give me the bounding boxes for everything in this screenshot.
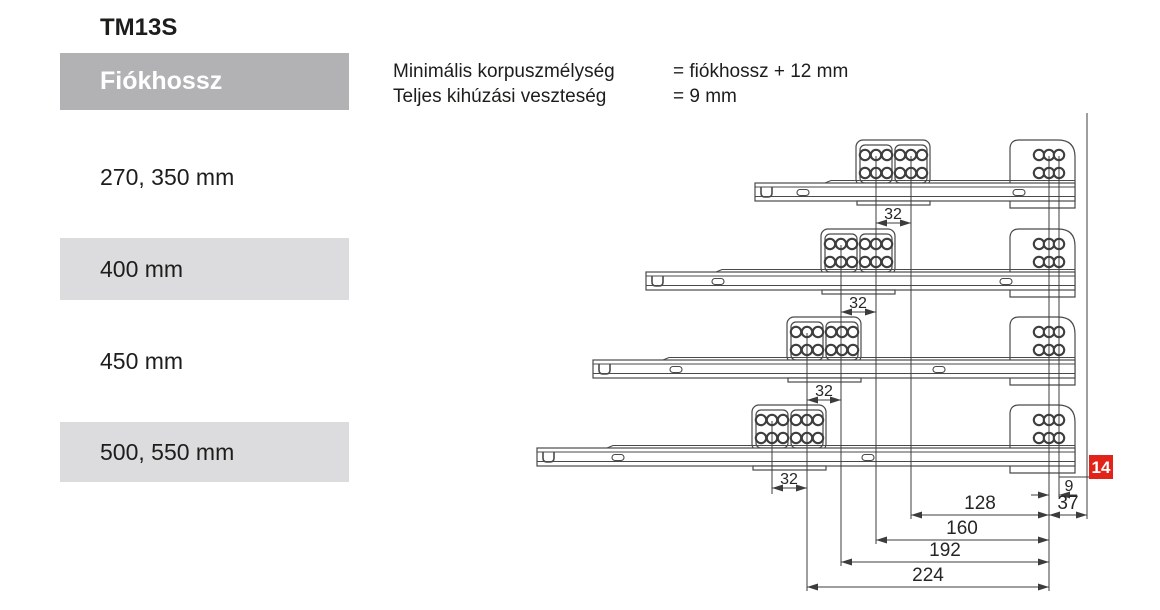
dim-32-row2: 32 (849, 295, 867, 312)
extension-loss-dimension: 9 (1031, 478, 1077, 499)
drawer-slide-270-350 (754, 138, 1077, 210)
spec-list: Minimális korpuszmélység = fiókhossz + 1… (393, 59, 848, 109)
length-option-450: 450 mm (100, 347, 184, 374)
length-option-400: 400 mm (60, 238, 349, 300)
dim-32-row1: 32 (884, 206, 902, 223)
length-option-500-550: 500, 550 mm (60, 422, 349, 482)
callout-box (1089, 455, 1113, 479)
spec-value: = fiókhossz + 12 mm (673, 61, 849, 82)
dim-192-label: 192 (929, 540, 961, 561)
dim-32-row3: 32 (815, 383, 833, 400)
position-callout-badge: 14 (1059, 455, 1113, 479)
dim-160-label: 160 (946, 518, 978, 539)
drawer-rail (754, 179, 1076, 202)
dim-128-label: 128 (964, 493, 996, 514)
dim-224-label: 224 (912, 565, 944, 586)
first-hole-distance-dimensions: 128 37 160 192 224 (807, 493, 1087, 591)
front-bracket (750, 403, 828, 453)
spec-label: Minimális korpuszmélység (393, 61, 615, 82)
drawer-rail (645, 268, 1076, 291)
spec-row-extension-loss: Teljes kihúzási veszteség = 9 mm (393, 84, 848, 109)
bracket-foot (752, 465, 827, 471)
callout-number: 14 (1092, 458, 1111, 477)
length-option-270-350: 270, 350 mm (100, 163, 235, 190)
front-bracket (819, 227, 897, 277)
drawer-length-header: Fiókhossz (60, 53, 349, 110)
dim-37-label: 37 (1057, 493, 1078, 514)
dim-32-row4: 32 (780, 471, 798, 488)
drawer-slide-450 (592, 315, 1077, 387)
spec-value: = 9 mm (673, 86, 737, 107)
drawer-rail (592, 356, 1076, 379)
dim-9-label: 9 (1065, 478, 1074, 495)
front-bracket (854, 138, 932, 188)
spec-row-carcass-depth: Minimális korpuszmélység = fiókhossz + 1… (393, 59, 848, 84)
hole-pitch-dimensions: 32 32 32 32 (772, 206, 911, 492)
bracket-foot (856, 200, 931, 206)
drawer-slide-400 (645, 227, 1077, 299)
drawer-rail (536, 444, 1076, 467)
bracket-foot (787, 377, 862, 383)
front-bracket (785, 315, 863, 365)
spec-label: Teljes kihúzási veszteség (393, 86, 607, 107)
drawer-slide-500-550 (536, 403, 1077, 475)
bracket-foot (821, 289, 896, 295)
product-title: TM13S (100, 14, 178, 41)
